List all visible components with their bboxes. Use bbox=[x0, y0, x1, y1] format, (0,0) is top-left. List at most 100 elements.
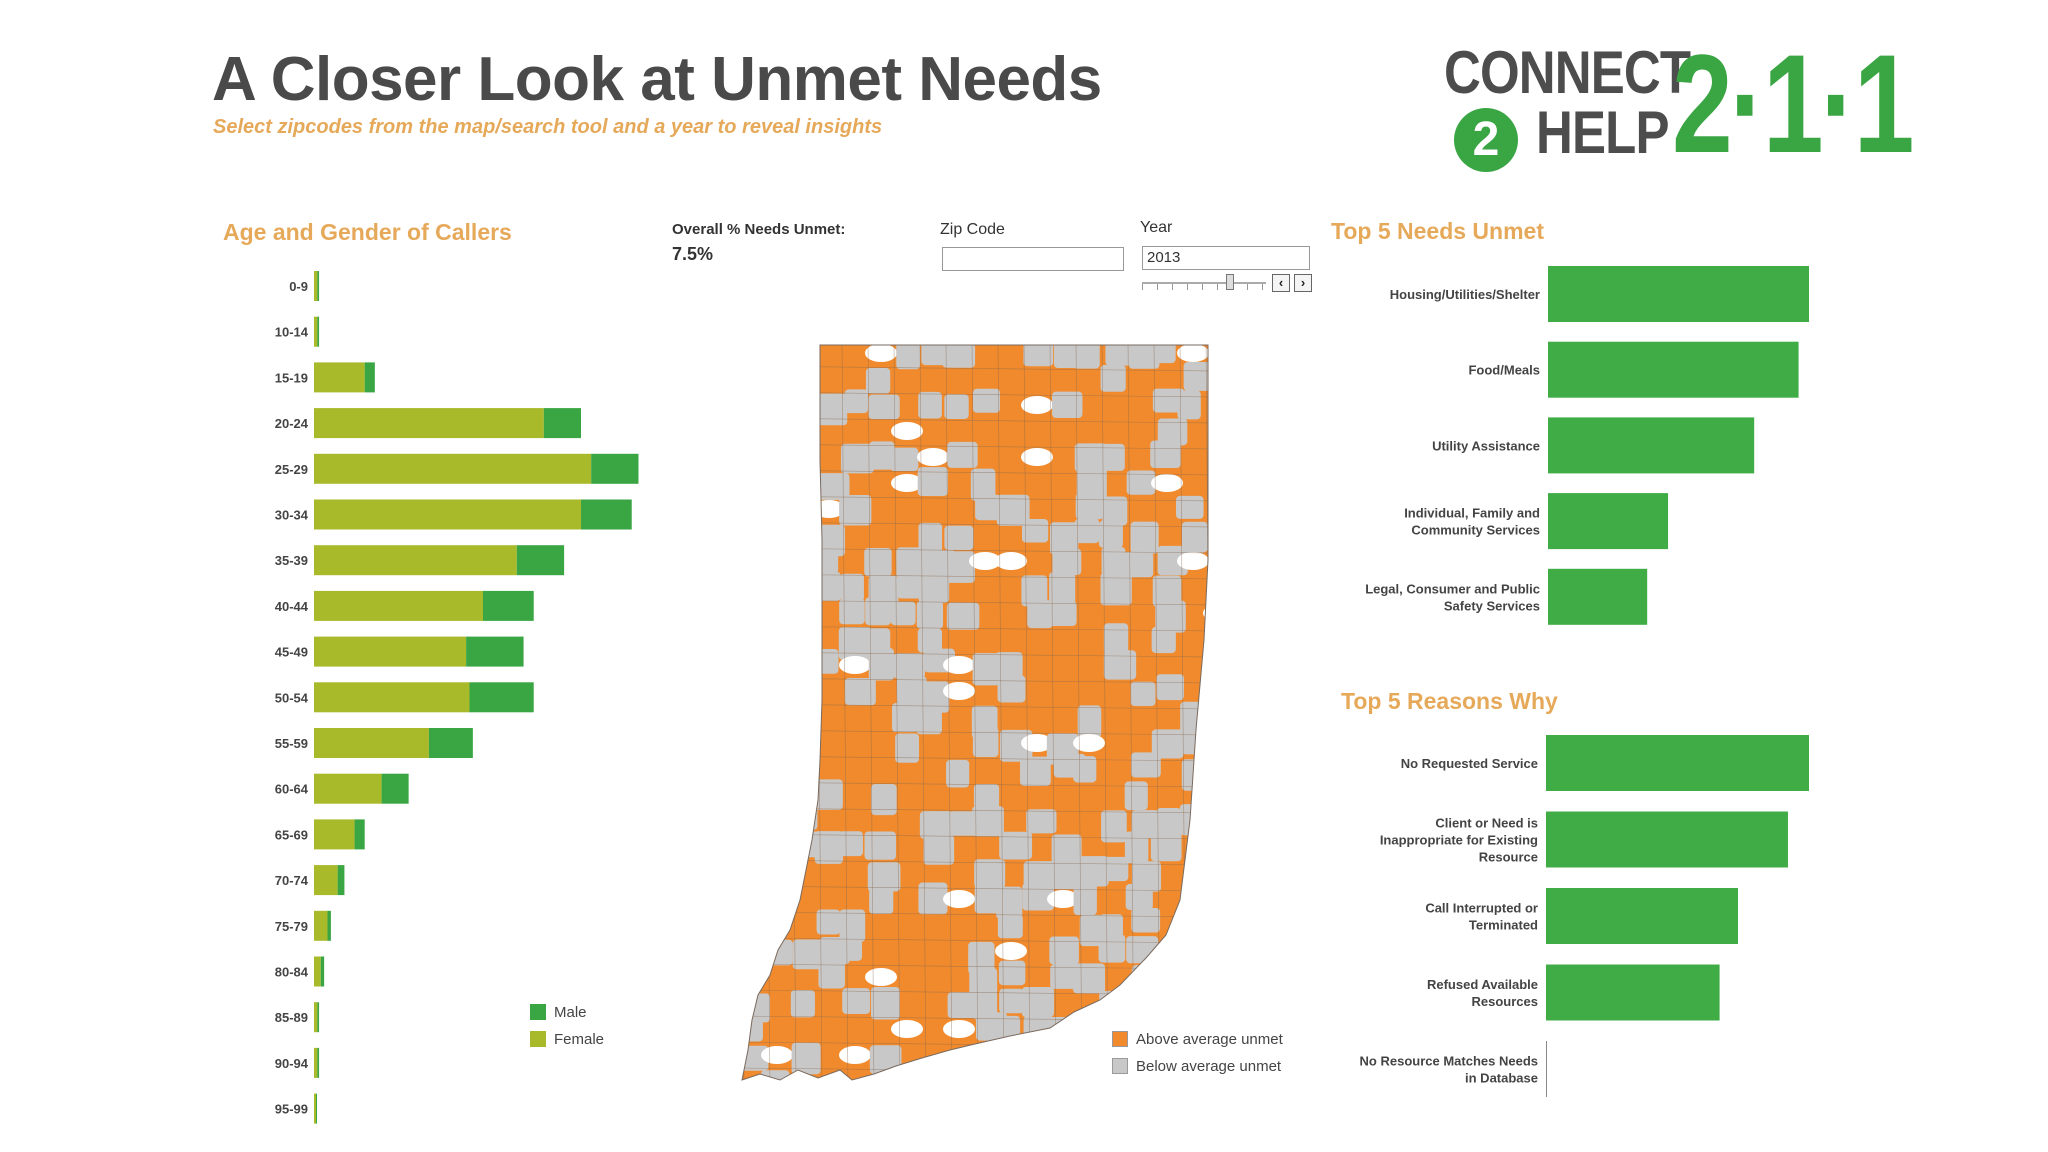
map-region-below[interactable] bbox=[868, 394, 900, 420]
map-region-below[interactable] bbox=[916, 701, 942, 735]
map-region-below[interactable] bbox=[974, 859, 1006, 888]
map-region-below[interactable] bbox=[896, 676, 927, 705]
map-region-below[interactable] bbox=[792, 395, 818, 419]
map-region-below[interactable] bbox=[1072, 1039, 1097, 1072]
map-region-below[interactable] bbox=[919, 1069, 946, 1097]
map-region-below[interactable] bbox=[789, 365, 817, 398]
map-region-below[interactable] bbox=[1023, 1016, 1050, 1044]
map-region-below[interactable] bbox=[969, 967, 998, 995]
map-region-below[interactable] bbox=[890, 601, 916, 626]
map-region-below[interactable] bbox=[995, 1015, 1021, 1046]
map-region-below[interactable] bbox=[869, 441, 895, 470]
map-region-below[interactable] bbox=[786, 571, 813, 605]
map-region-below[interactable] bbox=[894, 1064, 924, 1093]
map-region-below[interactable] bbox=[999, 831, 1033, 860]
map-region-below[interactable] bbox=[945, 551, 975, 583]
map-region-below[interactable] bbox=[1206, 521, 1235, 554]
map-region-below[interactable] bbox=[1099, 990, 1129, 1015]
map-region-below[interactable] bbox=[1102, 496, 1128, 526]
map-region-below[interactable] bbox=[1131, 965, 1160, 992]
map-region-below[interactable] bbox=[944, 394, 969, 419]
map-region-below[interactable] bbox=[762, 679, 793, 710]
map-region-below[interactable] bbox=[1204, 701, 1231, 730]
map-region-below[interactable] bbox=[1046, 601, 1077, 627]
map-region-below[interactable] bbox=[737, 467, 765, 492]
map-region-below[interactable] bbox=[788, 467, 820, 496]
map-region-below[interactable] bbox=[1151, 729, 1184, 759]
map-region-below[interactable] bbox=[1101, 810, 1127, 843]
map-region-below[interactable] bbox=[1150, 440, 1181, 469]
map-region-below[interactable] bbox=[1073, 342, 1100, 369]
map-region-below[interactable] bbox=[737, 913, 761, 938]
map-region-below[interactable] bbox=[1100, 572, 1132, 606]
map-region-below[interactable] bbox=[972, 990, 998, 1020]
map-region-below[interactable] bbox=[1073, 756, 1097, 783]
map-region-below[interactable] bbox=[838, 627, 872, 660]
map-region-below[interactable] bbox=[1125, 883, 1153, 910]
map-region-below[interactable] bbox=[1124, 831, 1149, 864]
map-region-below[interactable] bbox=[839, 598, 865, 625]
map-region-below[interactable] bbox=[1150, 831, 1182, 862]
map-region-below[interactable] bbox=[1049, 522, 1079, 555]
map-region-below[interactable] bbox=[997, 675, 1026, 703]
map-region-below[interactable] bbox=[1074, 443, 1107, 473]
map-region-below[interactable] bbox=[1128, 339, 1160, 369]
map-region-below[interactable] bbox=[814, 831, 843, 864]
map-region-below[interactable] bbox=[947, 441, 978, 468]
map-region-below[interactable] bbox=[972, 388, 1001, 413]
map-region-below[interactable] bbox=[789, 730, 815, 755]
map-region-below[interactable] bbox=[997, 914, 1023, 939]
map-region-below[interactable] bbox=[1204, 935, 1229, 964]
map-region-below[interactable] bbox=[1052, 548, 1082, 576]
map-region-below[interactable] bbox=[1052, 391, 1083, 418]
map-region-below[interactable] bbox=[996, 886, 1023, 919]
map-region-below[interactable] bbox=[1098, 934, 1126, 963]
map-region-below[interactable] bbox=[891, 702, 918, 733]
map-region-below[interactable] bbox=[970, 1065, 999, 1097]
map-region-below[interactable] bbox=[839, 909, 866, 942]
map-region-below[interactable] bbox=[1152, 575, 1182, 607]
map-region-below[interactable] bbox=[1124, 781, 1148, 811]
map-region-below[interactable] bbox=[972, 727, 999, 758]
map-region-below[interactable] bbox=[895, 733, 920, 763]
map-region-below[interactable] bbox=[766, 805, 799, 831]
map-region-below[interactable] bbox=[1049, 571, 1076, 605]
map-region-below[interactable] bbox=[871, 1071, 897, 1103]
map-region-below[interactable] bbox=[786, 706, 815, 732]
map-region-below[interactable] bbox=[839, 495, 872, 526]
map-region-below[interactable] bbox=[1183, 362, 1211, 391]
map-region-below[interactable] bbox=[1155, 600, 1186, 633]
map-region-below[interactable] bbox=[946, 602, 980, 630]
map-region-below[interactable] bbox=[767, 419, 796, 452]
map-region-below[interactable] bbox=[918, 391, 942, 419]
map-region-below[interactable] bbox=[765, 472, 790, 502]
map-region-below[interactable] bbox=[737, 702, 766, 731]
map-region-below[interactable] bbox=[1051, 834, 1082, 866]
map-region-below[interactable] bbox=[1103, 856, 1129, 882]
map-region-below[interactable] bbox=[1124, 551, 1154, 578]
map-region-below[interactable] bbox=[1126, 470, 1156, 495]
map-region-below[interactable] bbox=[868, 648, 895, 681]
map-region-below[interactable] bbox=[871, 783, 897, 816]
map-region-below[interactable] bbox=[1027, 600, 1053, 629]
year-slider-track[interactable] bbox=[1142, 282, 1266, 284]
map-region-below[interactable] bbox=[1157, 418, 1188, 446]
map-region-below[interactable] bbox=[1099, 914, 1123, 938]
map-region-below[interactable] bbox=[869, 884, 894, 915]
map-region-below[interactable] bbox=[918, 882, 948, 915]
map-region-below[interactable] bbox=[738, 805, 767, 830]
map-region-below[interactable] bbox=[1131, 810, 1159, 839]
map-region-below[interactable] bbox=[735, 520, 763, 551]
year-slider-handle[interactable] bbox=[1226, 274, 1234, 290]
map-region-below[interactable] bbox=[790, 989, 815, 1018]
year-prev-button[interactable]: ‹ bbox=[1272, 274, 1290, 292]
map-region-below[interactable] bbox=[972, 806, 1004, 837]
map-region-below[interactable] bbox=[1176, 495, 1204, 519]
map-region-below[interactable] bbox=[1052, 858, 1082, 890]
map-region-below[interactable] bbox=[918, 522, 943, 553]
map-region-below[interactable] bbox=[864, 547, 892, 577]
map-region-below[interactable] bbox=[838, 831, 864, 857]
map-region-below[interactable] bbox=[995, 652, 1023, 684]
map-region-below[interactable] bbox=[1182, 728, 1206, 755]
map-region-below[interactable] bbox=[1079, 914, 1103, 947]
